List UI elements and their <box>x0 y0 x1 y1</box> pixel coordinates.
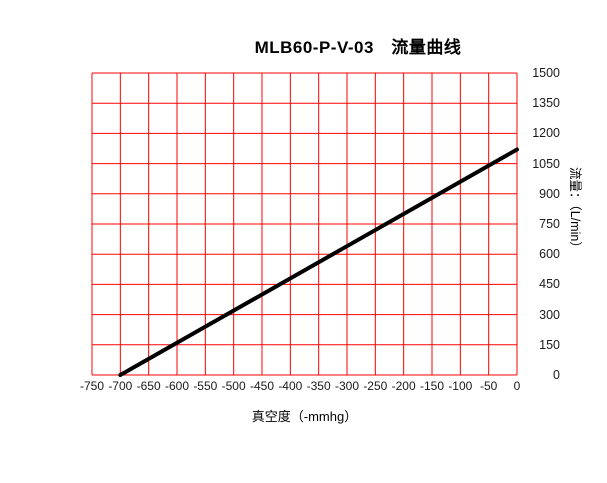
x-tick-label: -150 <box>419 379 445 393</box>
x-tick-label: -550 <box>193 379 218 393</box>
y-tick-label: 1050 <box>532 156 560 171</box>
y-tick-label: 450 <box>539 277 560 292</box>
y-tick-label: 1200 <box>532 126 560 141</box>
chart-title: MLB60-P-V-03 流量曲线 <box>254 38 462 57</box>
y-tick-label: 300 <box>539 307 560 322</box>
y-tick-label: 150 <box>539 337 560 352</box>
flow-curve-line <box>118 147 519 377</box>
y-tick-label: 0 <box>553 368 560 382</box>
x-tick-label: -750 <box>79 379 105 393</box>
x-tick-label: -300 <box>334 379 360 393</box>
plot-area <box>91 72 519 377</box>
x-tick-label: -700 <box>108 379 133 393</box>
x-axis-title: 真空度（-mmhg） <box>251 409 358 424</box>
x-tick-label: -250 <box>363 379 388 393</box>
y-tick-label: 600 <box>539 247 560 262</box>
y-tick-label: 1500 <box>532 66 560 80</box>
y-tick-label: 1350 <box>532 96 560 111</box>
x-tick-label: 0 <box>513 379 521 393</box>
y-tick-label: 750 <box>539 217 560 231</box>
x-tick-label: -450 <box>249 379 275 393</box>
x-tick-label: -50 <box>479 379 498 393</box>
x-tick-label: -650 <box>136 379 161 393</box>
x-tick-label: -600 <box>164 379 190 393</box>
x-axis-tick-labels: -750 -700 -650 -600 -550 -500 -450 -400 -350 -300… <box>80 379 520 395</box>
y-tick-label: 900 <box>539 186 560 201</box>
grid-and-series-plot <box>91 72 519 377</box>
x-tick-label: -100 <box>448 379 473 393</box>
x-tick-label: -400 <box>278 379 303 393</box>
x-tick-label: -500 <box>221 379 246 393</box>
y-axis-tick-labels: 0 150 300 450 600 750 900 1050 1200 1350 1500 <box>521 66 560 382</box>
y-axis-title: 流量：（L/min） <box>568 167 582 254</box>
x-tick-label: -200 <box>391 379 416 393</box>
x-tick-label: -350 <box>306 379 331 393</box>
